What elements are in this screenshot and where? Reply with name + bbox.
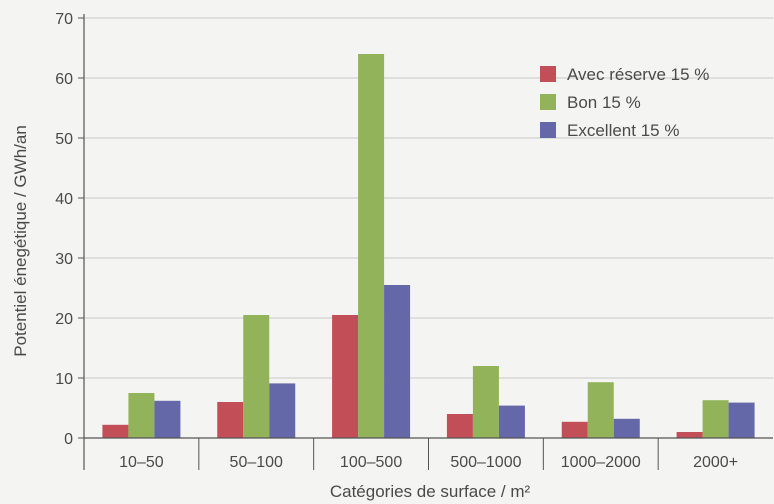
bar — [702, 400, 729, 438]
legend-label: Excellent 15 % — [567, 121, 679, 140]
legend-label: Bon 15 % — [567, 93, 641, 112]
bar — [102, 424, 129, 438]
bar — [728, 402, 755, 438]
bar — [358, 54, 385, 438]
y-tick-label: 20 — [55, 311, 73, 328]
y-tick-label: 10 — [55, 371, 73, 388]
gridlines — [84, 17, 773, 379]
x-axis-label: Catégories de surface / m² — [330, 482, 531, 501]
bar — [154, 400, 181, 438]
axes: 0 10 20 30 40 50 60 70 10–50 50–100 100–500 500–100… — [55, 11, 773, 471]
bar — [472, 366, 499, 438]
x-tick-label: 500–1000 — [450, 454, 521, 471]
bar — [587, 382, 614, 438]
y-tick-label: 60 — [55, 71, 73, 88]
y-tick-label: 50 — [55, 131, 73, 148]
bar — [676, 432, 703, 438]
legend-label: Avec réserve 15 % — [567, 65, 709, 84]
bar — [498, 405, 525, 438]
bar — [332, 315, 359, 438]
bar — [613, 418, 640, 438]
legend: Avec réserve 15 % Bon 15 % Excellent 15 % — [540, 65, 709, 140]
x-tick-label: 50–100 — [230, 454, 283, 471]
y-tick-label: 30 — [55, 251, 73, 268]
bar — [243, 315, 270, 438]
bars — [102, 54, 755, 438]
x-tick-label: 1000–2000 — [561, 454, 641, 471]
bar — [561, 421, 588, 438]
bar — [446, 414, 473, 438]
bar — [384, 285, 411, 438]
y-tick-label: 0 — [64, 431, 73, 448]
x-tick-label: 100–500 — [340, 454, 402, 471]
legend-swatch — [540, 66, 556, 82]
legend-swatch — [540, 122, 556, 138]
legend-swatch — [540, 94, 556, 110]
y-axis-label: Potentiel énegétique / GWh/an — [11, 125, 30, 357]
bar — [128, 393, 155, 438]
x-tick-label: 2000+ — [693, 454, 738, 471]
x-tick-label: 10–50 — [119, 454, 164, 471]
y-tick-label: 40 — [55, 191, 73, 208]
bar — [269, 383, 296, 438]
bar — [217, 402, 244, 438]
y-tick-label: 70 — [55, 11, 73, 28]
